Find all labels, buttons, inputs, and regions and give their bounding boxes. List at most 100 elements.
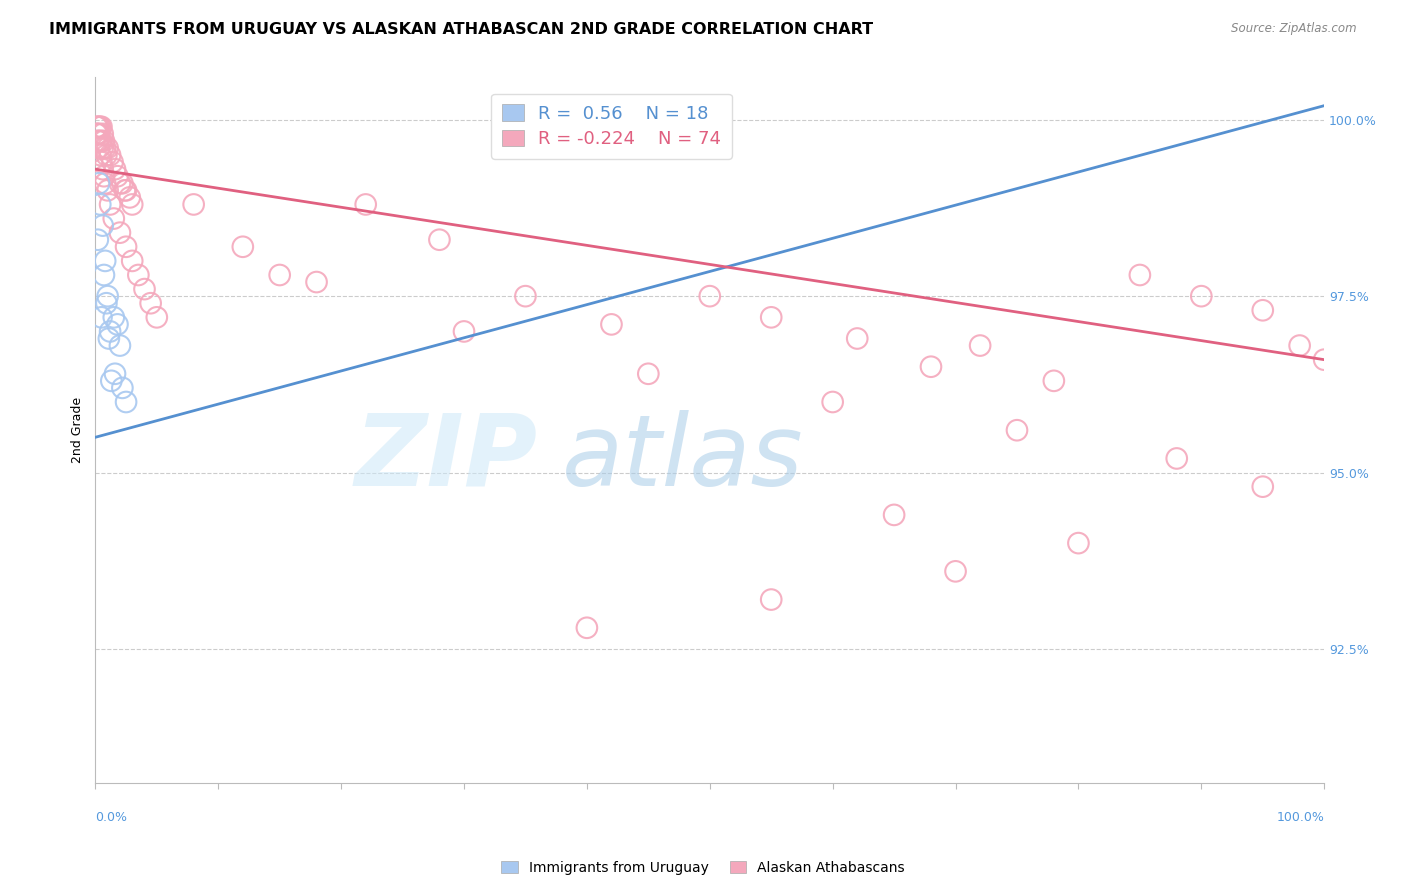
Point [91, 141, 114, 155]
Point [87, 134, 110, 148]
Text: Source: ZipAtlas.com: Source: ZipAtlas.com [1232, 22, 1357, 36]
Legend: Immigrants from Uruguay, Alaskan Athabascans: Immigrants from Uruguay, Alaskan Athabas… [495, 855, 911, 880]
Point [87, 120, 110, 134]
Point [90, 310, 112, 325]
Point [1313, 352, 1336, 367]
Point [1189, 289, 1212, 303]
Point [91, 162, 114, 177]
Point [93, 169, 115, 184]
Point [89, 197, 111, 211]
Point [108, 338, 131, 352]
Point [104, 367, 127, 381]
Point [89, 120, 111, 134]
Text: 0.0%: 0.0% [96, 811, 128, 824]
Point [98, 197, 121, 211]
Point [108, 226, 131, 240]
Point [969, 338, 991, 352]
Point [90, 155, 112, 169]
Point [1251, 480, 1274, 494]
Point [761, 310, 783, 325]
Point [121, 197, 143, 211]
Point [97, 183, 120, 197]
Point [97, 331, 120, 345]
Point [89, 134, 111, 148]
Point [121, 253, 143, 268]
Point [118, 190, 141, 204]
Point [86, 120, 108, 134]
Point [89, 148, 111, 162]
Point [103, 211, 125, 226]
Point [107, 318, 129, 332]
Point [94, 176, 117, 190]
Text: IMMIGRANTS FROM URUGUAY VS ALASKAN ATHABASCAN 2ND GRADE CORRELATION CHART: IMMIGRANTS FROM URUGUAY VS ALASKAN ATHAB… [49, 22, 873, 37]
Point [515, 289, 537, 303]
Point [93, 268, 115, 282]
Point [96, 296, 118, 310]
Point [101, 155, 124, 169]
Point [1166, 451, 1188, 466]
Point [91, 219, 114, 233]
Point [115, 395, 138, 409]
Point [127, 268, 149, 282]
Point [1129, 268, 1152, 282]
Point [100, 374, 122, 388]
Point [111, 176, 134, 190]
Point [453, 325, 475, 339]
Point [354, 197, 377, 211]
Point [115, 183, 138, 197]
Point [96, 148, 118, 162]
Point [305, 275, 328, 289]
Point [846, 331, 869, 345]
Point [429, 233, 451, 247]
Point [1067, 536, 1090, 550]
Y-axis label: 2nd Grade: 2nd Grade [72, 397, 84, 463]
Point [1251, 303, 1274, 318]
Point [87, 134, 110, 148]
Point [637, 367, 659, 381]
Text: 100.0%: 100.0% [1277, 811, 1324, 824]
Point [87, 127, 110, 141]
Point [146, 310, 169, 325]
Point [883, 508, 905, 522]
Text: atlas: atlas [562, 410, 804, 507]
Point [87, 127, 110, 141]
Point [93, 134, 115, 148]
Point [111, 381, 134, 395]
Point [87, 233, 110, 247]
Point [920, 359, 942, 374]
Point [87, 141, 110, 155]
Point [98, 148, 121, 162]
Point [97, 289, 120, 303]
Point [86, 127, 108, 141]
Point [104, 162, 127, 177]
Point [1005, 423, 1028, 437]
Point [575, 621, 598, 635]
Point [87, 120, 110, 134]
Point [945, 565, 967, 579]
Point [94, 253, 117, 268]
Point [1043, 374, 1066, 388]
Text: ZIP: ZIP [354, 410, 537, 507]
Point [98, 325, 121, 339]
Point [183, 197, 205, 211]
Point [114, 183, 136, 197]
Point [94, 141, 117, 155]
Point [97, 141, 120, 155]
Point [90, 120, 112, 134]
Point [1288, 338, 1310, 352]
Point [87, 176, 110, 190]
Point [107, 169, 129, 184]
Point [821, 395, 844, 409]
Point [761, 592, 783, 607]
Point [91, 127, 114, 141]
Point [103, 310, 125, 325]
Point [699, 289, 721, 303]
Point [134, 282, 156, 296]
Legend: R =  0.56    N = 18, R = -0.224    N = 74: R = 0.56 N = 18, R = -0.224 N = 74 [491, 94, 733, 159]
Point [139, 296, 162, 310]
Point [90, 134, 112, 148]
Point [232, 240, 254, 254]
Point [600, 318, 623, 332]
Point [115, 240, 138, 254]
Point [108, 176, 131, 190]
